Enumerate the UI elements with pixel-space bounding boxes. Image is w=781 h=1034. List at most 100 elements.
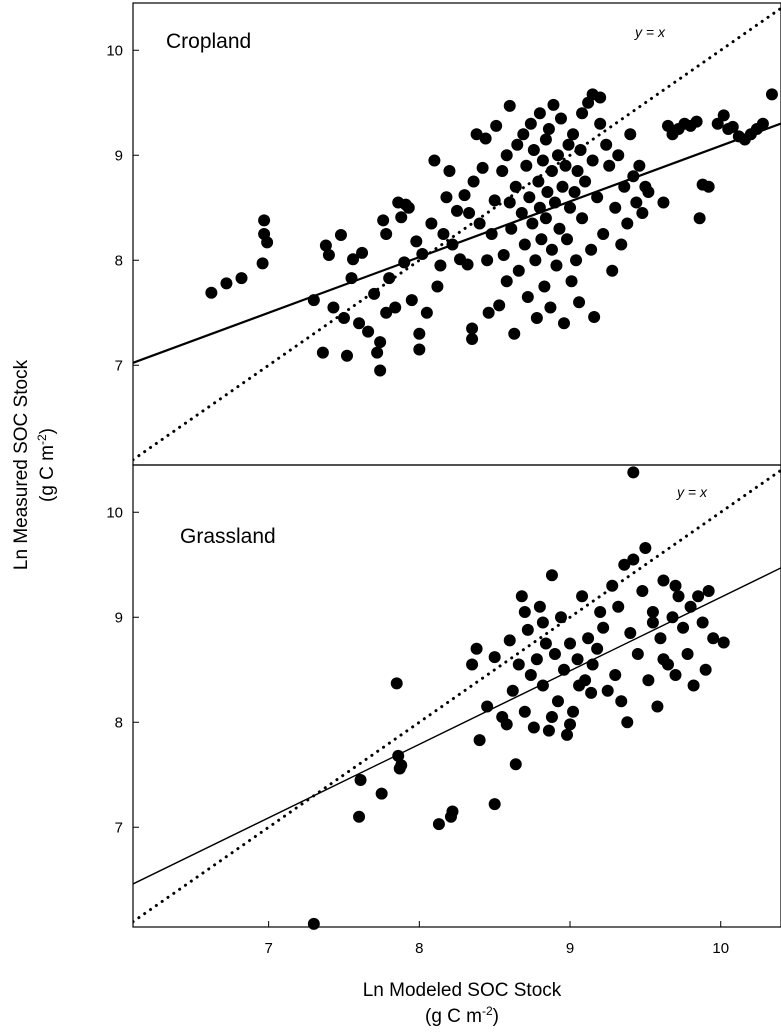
data-point [564,201,577,214]
data-point [545,243,558,256]
x-axis-title: Ln Modeled SOC Stock [363,980,562,1001]
data-point [567,128,580,141]
data-point [509,180,522,193]
data-point [615,238,628,251]
data-point [533,107,546,120]
data-point [374,364,387,377]
data-point [500,149,513,162]
grassland-panel: Grassland y = x 7 8 9 10 [106,464,781,930]
x-tick-label: 9 [566,940,574,957]
data-point [458,189,471,202]
data-point [481,700,494,713]
data-point [353,317,366,330]
data-point [597,621,610,634]
data-point [362,325,375,338]
grassland-points [307,466,730,930]
data-point [529,254,542,267]
data-point [557,663,570,676]
grassland-plot-frame [132,464,781,928]
data-point [646,606,659,618]
data-point [488,194,501,207]
data-point [573,679,586,692]
data-point [392,749,405,762]
data-point [554,112,567,125]
data-point [702,585,715,597]
cropland-identity-label: y = x [634,24,666,40]
data-point [220,277,233,290]
data-point [518,606,531,618]
data-point [518,705,531,718]
data-point [591,191,604,204]
data-point [618,180,631,193]
data-point [657,574,670,587]
data-point [561,728,574,741]
data-point [508,327,521,340]
data-point [446,238,459,251]
data-point [524,669,537,681]
data-point [481,254,494,267]
data-point [646,616,659,629]
data-point [687,679,700,692]
data-point [542,123,555,135]
data-point [621,217,634,230]
y-tick-label: 7 [115,357,123,374]
data-point [588,310,601,323]
cropland-lines [133,6,781,462]
cropland-points [205,88,778,377]
data-point [523,191,536,204]
data-point [470,642,483,655]
data-point [545,165,558,177]
data-point [488,798,501,811]
data-point [533,600,546,613]
data-point [345,272,358,285]
data-point [624,128,637,141]
data-point [461,258,474,271]
data-point [256,257,269,270]
data-point [389,301,402,314]
data-point [374,336,387,349]
data-point [651,700,664,713]
data-point [548,196,561,209]
data-point [530,653,543,666]
data-point [551,149,564,162]
data-point [503,99,516,112]
data-point [597,228,610,240]
y-tick-label: 10 [106,504,123,521]
data-point [512,658,525,671]
data-point [696,616,709,629]
data-point [375,787,388,800]
data-point [536,679,549,692]
data-point [669,669,682,681]
data-point [383,272,396,285]
data-point [473,734,486,747]
grassland-identity-label: y = x [676,484,708,500]
data-point [657,653,670,666]
data-point [681,648,694,660]
data-point [503,634,516,647]
data-point [609,201,622,214]
data-point [586,154,599,167]
data-point [340,349,353,362]
data-point [500,275,513,288]
data-point [612,600,625,613]
cropland-panel: Cropland y = x 7 8 9 10 [106,2,781,466]
data-point [636,585,649,597]
y-tick-label: 9 [115,609,123,626]
data-point [570,254,583,267]
data-point [451,204,463,217]
data-point [524,117,537,130]
x-axis-units: (g C m-2) [425,1004,499,1027]
data-point [536,154,549,167]
data-point [756,117,769,130]
data-point [571,653,584,666]
data-point [518,238,531,251]
data-point [603,159,616,172]
data-point [579,175,592,188]
data-point [544,301,557,314]
y-tick-label: 7 [115,819,123,836]
data-point [347,253,360,266]
grassland-y-axis: 7 8 9 10 [106,504,139,836]
data-point [594,606,607,618]
data-point [482,306,495,319]
data-point [553,222,566,235]
